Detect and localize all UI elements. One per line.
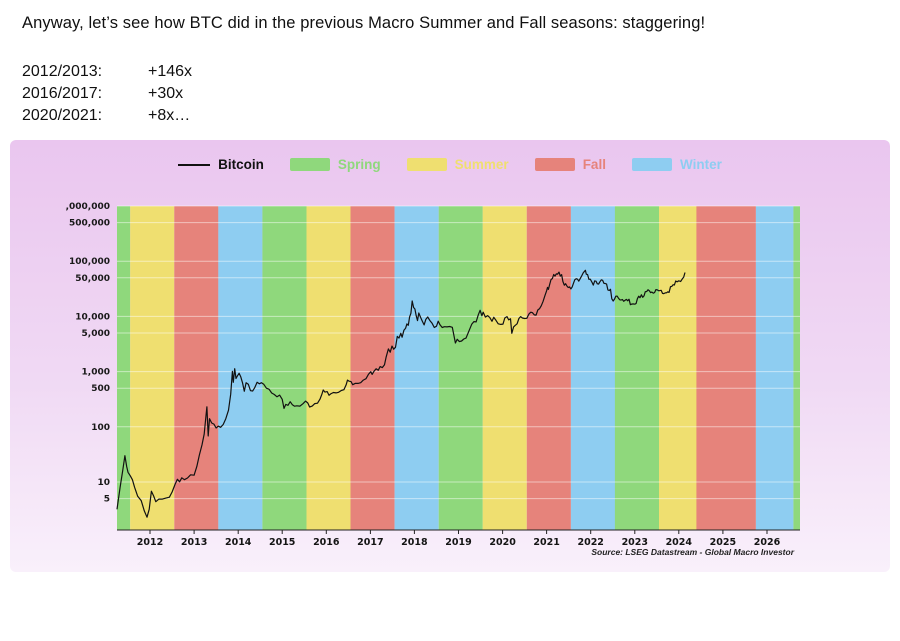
season-band-winter — [218, 206, 263, 530]
season-band-summer — [130, 206, 175, 530]
x-axis-label: 2018 — [401, 537, 428, 548]
stat-gain: +146x — [148, 63, 193, 80]
y-axis-label: 1,000 — [82, 368, 110, 378]
season-band-fall — [526, 206, 571, 530]
stat-gain: +8x… — [148, 107, 191, 124]
season-band-fall — [350, 206, 395, 530]
legend-item-spring: Spring — [289, 157, 381, 172]
legend-item-winter: Winter — [631, 157, 722, 172]
y-axis-label: 50,000 — [75, 274, 110, 284]
y-axis-label: 1,000,000 — [65, 202, 110, 212]
legend-label: Fall — [582, 157, 606, 172]
y-axis-label: 500 — [91, 384, 110, 394]
fall-swatch-icon — [534, 158, 575, 171]
legend-label: Summer — [454, 157, 509, 172]
x-axis-label: 2023 — [622, 537, 648, 548]
season-band-winter — [394, 206, 439, 530]
x-axis-label: 2022 — [577, 537, 603, 548]
x-axis-label: 2017 — [357, 537, 383, 548]
season-band-winter — [755, 206, 794, 530]
spring-swatch-icon — [289, 158, 330, 171]
season-band-summer — [482, 206, 527, 530]
season-band-spring — [262, 206, 307, 530]
y-axis-label: 10,000 — [75, 312, 110, 322]
stat-period: 2012/2013: — [22, 63, 103, 80]
y-axis-label: 5 — [104, 495, 110, 505]
x-axis-label: 2015 — [269, 537, 295, 548]
season-band-spring — [438, 206, 483, 530]
bitcoin-price-line — [116, 269, 686, 518]
x-axis-label: 2016 — [313, 537, 340, 548]
season-band-spring — [793, 206, 800, 530]
stat-period: 2020/2021: — [22, 107, 103, 124]
x-axis-label: 2012 — [137, 537, 163, 548]
page-title: Anyway, let’s see how BTC did in the pre… — [22, 14, 706, 32]
x-axis-label: 2020 — [489, 537, 516, 548]
stat-row: 2020/2021: +8x… — [22, 105, 192, 127]
bitcoin-line-swatch-icon — [178, 163, 211, 166]
x-axis-label: 2013 — [181, 537, 207, 548]
winter-swatch-icon — [631, 158, 672, 171]
season-band-winter — [570, 206, 615, 530]
season-band-fall — [696, 206, 756, 530]
x-axis-label: 2021 — [533, 537, 559, 548]
seasons-chart-svg: 1,000,000 500,000 100,000 50,000 10,000 5,000… — [65, 202, 800, 548]
chart-panel: Bitcoin Spring Summer Fall Winter 1,000,000 5… — [10, 140, 890, 572]
legend-item-bitcoin: Bitcoin — [178, 157, 264, 172]
y-axis-label: 500,000 — [69, 219, 110, 229]
legend-label: Bitcoin — [218, 157, 264, 172]
x-axis-label: 2026 — [754, 537, 781, 548]
x-axis-label: 2019 — [445, 537, 471, 548]
x-axis-label: 2025 — [710, 537, 736, 548]
summer-swatch-icon — [406, 158, 447, 171]
chart-legend: Bitcoin Spring Summer Fall Winter — [10, 140, 890, 172]
stat-row: 2012/2013: +146x — [22, 61, 192, 83]
y-axis-label: 5,000 — [82, 329, 110, 339]
season-band-summer — [659, 206, 697, 530]
season-band-summer — [306, 206, 351, 530]
y-axis-label: 10 — [97, 478, 110, 488]
stat-gain: +30x — [148, 85, 184, 102]
x-axis-label: 2014 — [225, 537, 252, 548]
x-axis-label: 2024 — [666, 537, 693, 548]
y-axis-label: 100 — [91, 423, 110, 433]
legend-item-fall: Fall — [534, 157, 606, 172]
stat-row: 2016/2017: +30x — [22, 83, 192, 105]
legend-item-summer: Summer — [406, 157, 509, 172]
stats-list: 2012/2013: +146x 2016/2017: +30x 2020/2021: +… — [22, 61, 192, 127]
source-credit: Source: LSEG Datastream - Global Macro I… — [591, 547, 794, 557]
stat-period: 2016/2017: — [22, 85, 103, 102]
y-axis-label: 100,000 — [69, 257, 110, 267]
legend-label: Winter — [679, 157, 722, 172]
season-band-spring — [614, 206, 659, 530]
season-band-spring — [117, 206, 131, 530]
season-band-fall — [174, 206, 219, 530]
legend-label: Spring — [337, 157, 381, 172]
